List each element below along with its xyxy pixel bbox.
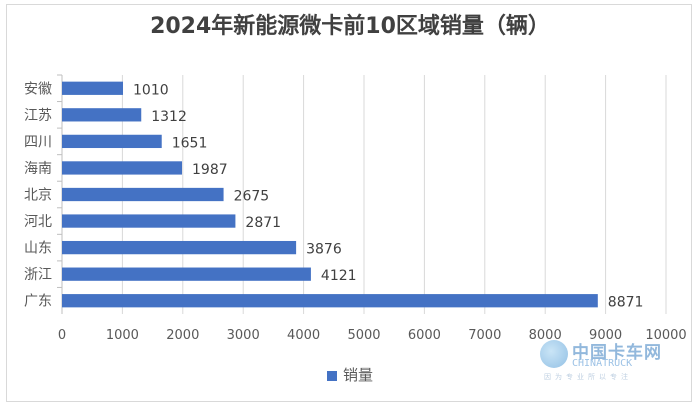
x-tick-label: 0: [58, 328, 66, 343]
bar: [62, 294, 598, 308]
chart-title: 2024年新能源微卡前10区域销量（辆）: [150, 14, 550, 39]
x-tick-label: 6000: [408, 328, 441, 343]
data-label: 1987: [192, 162, 228, 178]
data-label: 1312: [151, 109, 187, 125]
watermark-logo: 中国卡车网 CHINATRUCK 因为专业所以专注: [540, 336, 690, 386]
bar: [62, 134, 162, 149]
legend-label: 销量: [342, 366, 373, 384]
category-label: 安徽: [24, 81, 52, 97]
data-label: 1010: [133, 82, 169, 98]
data-label: 3876: [306, 242, 342, 258]
truck-logo-icon: [540, 340, 568, 368]
category-label: 北京: [24, 188, 52, 204]
x-tick-label: 7000: [468, 328, 501, 343]
data-label: 8871: [608, 295, 644, 311]
watermark-cn: 中国卡车网: [572, 343, 662, 363]
category-label: 四川: [24, 134, 52, 150]
watermark-en: CHINATRUCK: [572, 358, 633, 369]
x-tick-label: 2000: [166, 328, 199, 343]
x-tick-label: 4000: [287, 328, 320, 343]
legend-swatch: [326, 370, 337, 381]
x-tick-label: 8000: [529, 328, 562, 343]
bar: [62, 214, 236, 228]
bar: [62, 240, 297, 255]
bar: [62, 81, 124, 95]
category-label: 山东: [24, 241, 52, 257]
category-label: 广东: [24, 294, 52, 310]
chart-frame: [6, 4, 692, 402]
category-label: 浙江: [24, 267, 52, 283]
bar: [62, 267, 311, 281]
x-tick-label: 9000: [589, 328, 622, 343]
bar: [62, 161, 183, 175]
data-label: 1651: [172, 135, 208, 151]
data-label: 2675: [234, 189, 270, 205]
x-tick-label: 5000: [347, 328, 380, 343]
category-label: 海南: [24, 161, 52, 177]
data-label: 2871: [245, 215, 281, 231]
bar: [62, 108, 142, 122]
watermark-sub: 因为专业所以专注: [544, 373, 632, 381]
category-label: 江苏: [24, 108, 52, 124]
x-tick-label: 1000: [106, 328, 139, 343]
x-tick-label: 10000: [645, 328, 686, 343]
bar: [62, 187, 224, 202]
data-label: 4121: [321, 268, 357, 284]
legend: 销量: [0, 364, 700, 385]
x-tick-label: 3000: [227, 328, 260, 343]
category-label: 河北: [24, 214, 52, 230]
